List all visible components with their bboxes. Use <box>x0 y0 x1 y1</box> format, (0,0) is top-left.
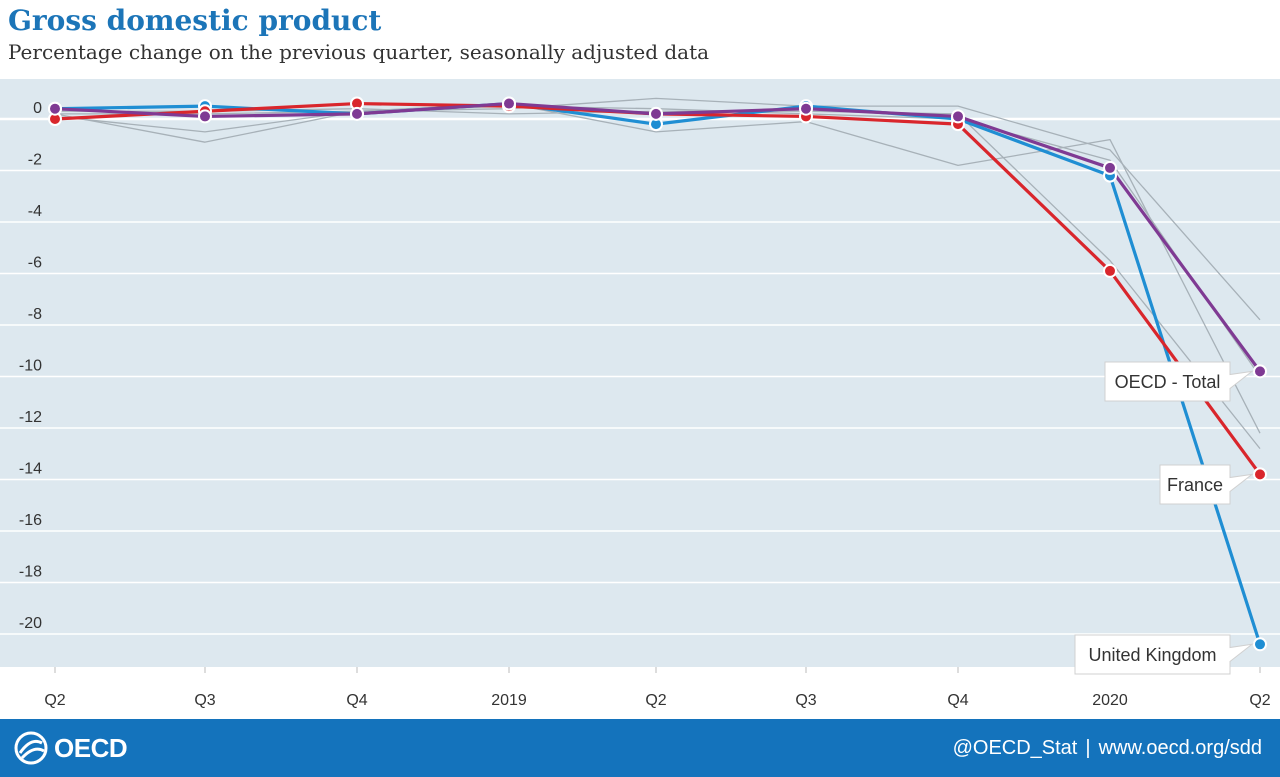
y-tick-label: -14 <box>19 461 42 478</box>
series-line-other <box>54 102 1261 434</box>
y-tick-label: -18 <box>19 564 42 581</box>
data-point-oecd-total[interactable] <box>502 96 516 111</box>
data-point-oecd-total[interactable] <box>350 106 364 121</box>
y-tick-label: -20 <box>19 615 42 632</box>
data-point-oecd-total[interactable] <box>649 106 663 121</box>
x-tick-label: Q3 <box>194 692 215 709</box>
data-point-oecd-total[interactable] <box>198 109 212 124</box>
x-axis-band <box>0 667 1280 719</box>
y-tick-label: -8 <box>28 306 42 323</box>
y-tick-label: -6 <box>28 255 42 272</box>
data-point-oecd-total[interactable] <box>951 109 965 124</box>
y-tick-label: 0 <box>33 100 42 117</box>
footer-links: @OECD_Stat | www.oecd.org/sdd <box>953 737 1262 760</box>
data-point-oecd-total[interactable] <box>1103 160 1117 175</box>
series-label-box <box>1074 634 1254 675</box>
y-tick-label: -10 <box>19 358 42 375</box>
chart-subtitle: Percentage change on the previous quarte… <box>8 40 710 64</box>
footer-bar: OECD @OECD_Stat | www.oecd.org/sdd <box>0 719 1280 777</box>
data-point-oecd-total[interactable] <box>48 101 62 116</box>
data-point-oecd-total[interactable] <box>799 101 813 116</box>
twitter-handle-link[interactable]: @OECD_Stat <box>952 737 1078 759</box>
plot-background <box>0 79 1280 667</box>
x-tick-label: Q2 <box>44 692 65 709</box>
chart-area: 0 -2 -4 -6 -8 -10 -12 -14 -16 -18 -20 Q2 Q3 Q4 2019 Q2 Q… <box>0 79 1280 719</box>
x-tick-label: Q2 <box>645 692 666 709</box>
x-tick-label: Q4 <box>947 692 968 709</box>
website-link[interactable]: www.oecd.org/sdd <box>1098 737 1262 759</box>
x-tick-label: Q4 <box>346 692 367 709</box>
oecd-logo-text: OECD <box>54 732 128 763</box>
x-tick-label: Q3 <box>795 692 816 709</box>
series-label-box <box>1104 361 1254 402</box>
series-label: United Kingdom <box>1088 645 1216 665</box>
data-point-france[interactable] <box>1103 263 1117 278</box>
series-label: OECD - Total <box>1115 372 1221 392</box>
oecd-logo[interactable]: OECD <box>14 731 128 765</box>
series-label-box <box>1159 464 1254 505</box>
data-point-united-kingdom[interactable] <box>1253 637 1267 652</box>
y-tick-label: -4 <box>28 203 42 220</box>
data-point-france[interactable] <box>1253 467 1267 482</box>
y-tick-label: -16 <box>19 512 42 529</box>
series-label: France <box>1167 475 1223 495</box>
oecd-globe-icon <box>14 731 48 765</box>
footer-separator: | <box>1085 737 1091 759</box>
data-point-oecd-total[interactable] <box>1253 364 1267 379</box>
chart-title: Gross domestic product <box>8 4 382 37</box>
x-tick-label: 2019 <box>491 692 527 709</box>
series-line-other <box>54 97 1261 321</box>
x-tick-label: Q2 <box>1249 692 1270 709</box>
x-tick-label: 2020 <box>1092 692 1128 709</box>
y-tick-label: -12 <box>19 409 42 426</box>
y-tick-label: -2 <box>28 152 42 169</box>
